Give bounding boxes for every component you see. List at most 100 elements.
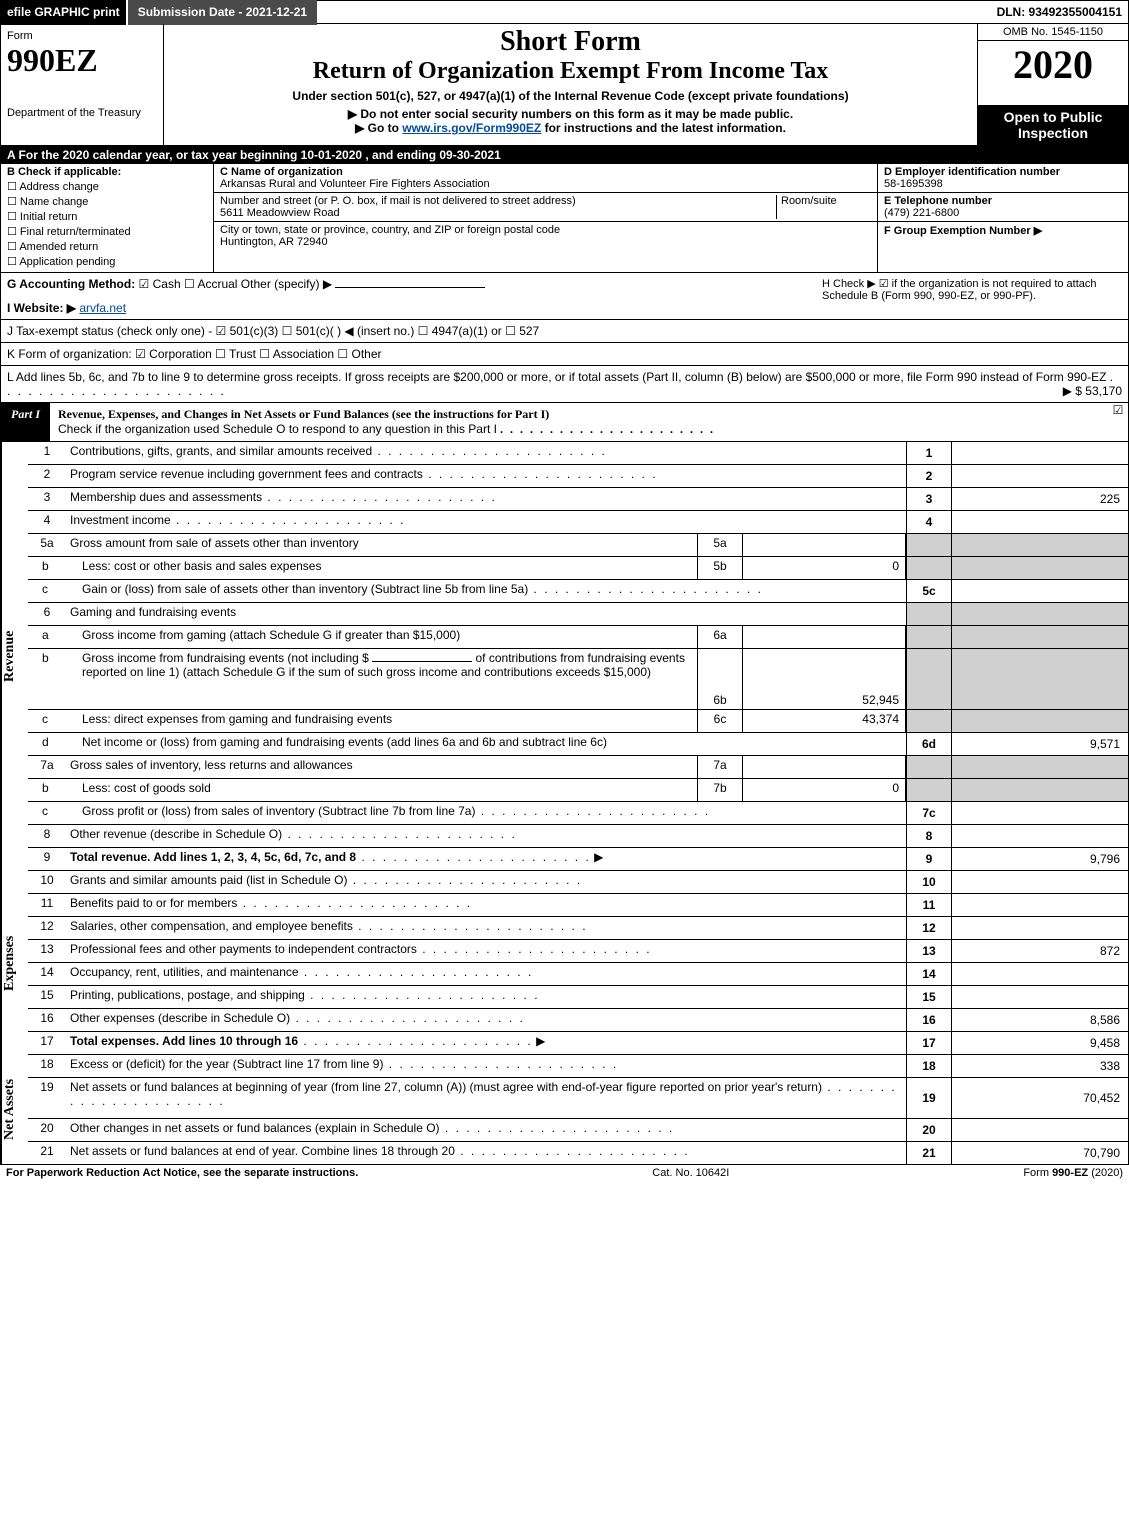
- desc-text: Gain or (loss) from sale of assets other…: [82, 582, 528, 596]
- line-14: 14 Occupancy, rent, utilities, and maint…: [28, 963, 1128, 986]
- ln-ref: 13: [906, 940, 952, 962]
- ln-ref: 3: [906, 488, 952, 510]
- chk-final-return[interactable]: Final return/terminated: [7, 225, 207, 238]
- dots: [298, 1034, 533, 1048]
- top-bar: efile GRAPHIC print Submission Date - 20…: [0, 0, 1129, 24]
- section-l: L Add lines 5b, 6c, and 7b to line 9 to …: [0, 366, 1129, 403]
- desc-text: Benefits paid to or for members: [70, 896, 237, 910]
- ln-num: 20: [28, 1119, 66, 1141]
- desc-text: Membership dues and assessments: [70, 490, 262, 504]
- section-c: C Name of organization Arkansas Rural an…: [214, 164, 878, 272]
- ln-num: b: [28, 557, 78, 579]
- website-link[interactable]: arvfa.net: [79, 301, 126, 315]
- dots: [417, 942, 652, 956]
- ein-label: D Employer identification number: [884, 166, 1060, 178]
- inner-val: 0: [743, 779, 906, 801]
- section-def: D Employer identification number 58-1695…: [878, 164, 1128, 272]
- section-g-left: G Accounting Method: Cash Accrual Other …: [7, 277, 802, 315]
- ln-num: 19: [28, 1078, 66, 1118]
- dots: [237, 896, 472, 910]
- inner-ref: 6c: [697, 710, 743, 732]
- ln-num: 12: [28, 917, 66, 939]
- other-specify-line: [335, 287, 485, 288]
- ln-ref: 10: [906, 871, 952, 893]
- sub-header: Department of the Treasury Do not enter …: [0, 105, 1129, 146]
- ln-ref: 6d: [906, 733, 952, 755]
- line-8: 8 Other revenue (describe in Schedule O)…: [28, 825, 1128, 848]
- section-b-title: B Check if applicable:: [7, 166, 121, 178]
- desc-text: Contributions, gifts, grants, and simila…: [70, 444, 372, 458]
- ln-val: [952, 580, 1128, 602]
- chk-address-change[interactable]: Address change: [7, 180, 207, 193]
- ln-desc: Other expenses (describe in Schedule O): [66, 1009, 906, 1031]
- inner-ref: 5b: [697, 557, 743, 579]
- inner-ref: 7b: [697, 779, 743, 801]
- ln-num: a: [28, 626, 78, 648]
- inner-val: 52,945: [743, 649, 906, 709]
- ln-desc: Gaming and fundraising events: [66, 603, 906, 625]
- expenses-side-label: Expenses: [1, 871, 28, 1055]
- ln-desc: Total revenue. Add lines 1, 2, 3, 4, 5c,…: [66, 848, 906, 870]
- phone: (479) 221-6800: [884, 207, 959, 219]
- desc-text: Professional fees and other payments to …: [70, 942, 417, 956]
- tax-year: 2020: [978, 41, 1128, 88]
- part1-title-text: Revenue, Expenses, and Changes in Net As…: [58, 407, 549, 421]
- ln-num: d: [28, 733, 78, 755]
- section-l-amount: ▶ $ 53,170: [1063, 384, 1122, 398]
- short-form-title: Short Form: [170, 26, 971, 58]
- city: Huntington, AR 72940: [220, 236, 328, 248]
- chk-application-pending[interactable]: Application pending: [7, 255, 207, 268]
- line-15: 15 Printing, publications, postage, and …: [28, 986, 1128, 1009]
- netassets-body: 18 Excess or (deficit) for the year (Sub…: [28, 1055, 1128, 1164]
- instructions: Do not enter social security numbers on …: [164, 105, 977, 145]
- chk-amended-return[interactable]: Amended return: [7, 240, 207, 253]
- inner-ref: 6b: [697, 649, 743, 709]
- ln-num: 21: [28, 1142, 66, 1164]
- ln-num: 1: [28, 442, 66, 464]
- efile-print[interactable]: efile GRAPHIC print: [1, 0, 126, 25]
- ln-desc: Gross profit or (loss) from sales of inv…: [78, 802, 906, 824]
- line-5b: b Less: cost or other basis and sales ex…: [28, 557, 1128, 580]
- netassets-side-label: Net Assets: [1, 1055, 28, 1164]
- line-7c: c Gross profit or (loss) from sales of i…: [28, 802, 1128, 825]
- ln-desc: Salaries, other compensation, and employ…: [66, 917, 906, 939]
- dots: [455, 1144, 690, 1158]
- ln-desc: Net income or (loss) from gaming and fun…: [78, 733, 906, 755]
- irs-link[interactable]: www.irs.gov/Form990EZ: [402, 121, 541, 135]
- line-6a: a Gross income from gaming (attach Sched…: [28, 626, 1128, 649]
- chk-accrual[interactable]: Accrual: [184, 277, 237, 291]
- dept-label: Department of the Treasury: [7, 107, 141, 119]
- return-title: Return of Organization Exempt From Incom…: [170, 58, 971, 85]
- revenue-body: 1 Contributions, gifts, grants, and simi…: [28, 442, 1128, 871]
- form-header: Form 990EZ Short Form Return of Organiza…: [0, 24, 1129, 105]
- ln-ref: 17: [906, 1032, 952, 1054]
- ln-val: [952, 465, 1128, 487]
- chk-name-change[interactable]: Name change: [7, 195, 207, 208]
- ln-val: [952, 511, 1128, 533]
- org-name-block: C Name of organization Arkansas Rural an…: [214, 164, 877, 193]
- page-footer: For Paperwork Reduction Act Notice, see …: [0, 1165, 1129, 1181]
- revenue-side-label: Revenue: [1, 442, 28, 871]
- ln-ref: 14: [906, 963, 952, 985]
- ln-desc: Total expenses. Add lines 10 through 16 …: [66, 1032, 906, 1054]
- no-ssn-note: Do not enter social security numbers on …: [166, 107, 975, 121]
- ln-val: [952, 825, 1128, 847]
- ln-desc: Investment income: [66, 511, 906, 533]
- footer-mid: Cat. No. 10642I: [358, 1167, 1023, 1179]
- form-label: Form: [7, 30, 33, 42]
- ln-ref: 7c: [906, 802, 952, 824]
- ln-ref-grey: [906, 756, 952, 778]
- ln-desc: Other changes in net assets or fund bala…: [66, 1119, 906, 1141]
- ln-num: 8: [28, 825, 66, 847]
- inner-ref: 5a: [697, 534, 743, 556]
- ln-ref: 9: [906, 848, 952, 870]
- room-suite-label: Room/suite: [776, 195, 871, 219]
- dots: [423, 467, 658, 481]
- chk-cash[interactable]: Cash: [139, 277, 181, 291]
- part1-chk[interactable]: ☑: [1108, 403, 1128, 441]
- form-number: 990EZ: [7, 42, 98, 78]
- ln-val: [952, 986, 1128, 1008]
- chk-initial-return[interactable]: Initial return: [7, 210, 207, 223]
- desc-text: Net assets or fund balances at beginning…: [70, 1080, 822, 1094]
- group-exemption: F Group Exemption Number ▶: [878, 222, 1128, 239]
